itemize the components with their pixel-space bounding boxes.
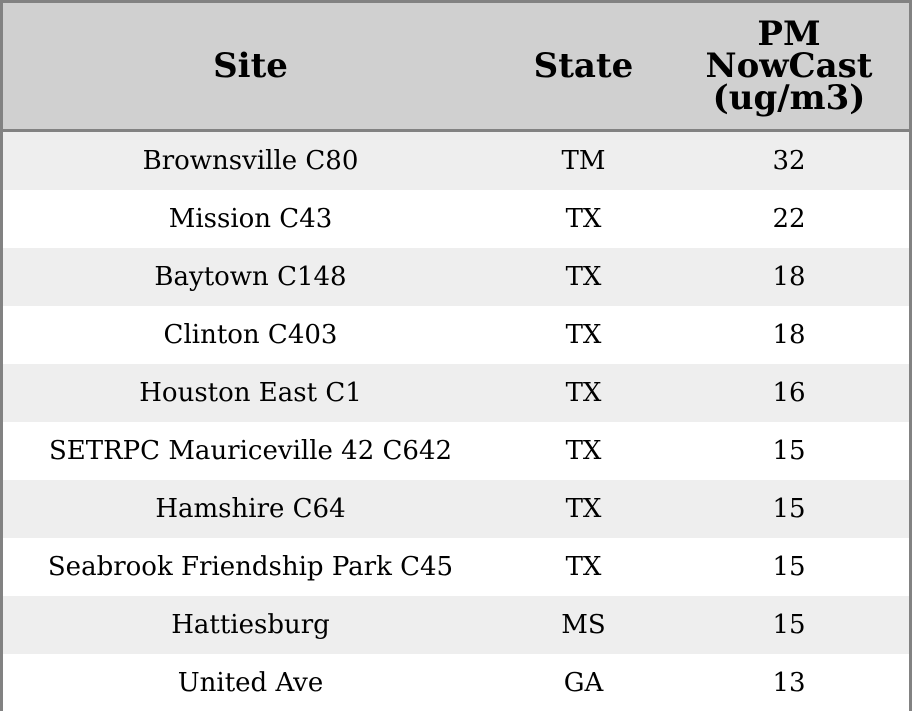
cell-pm-value: 13 [669,654,909,712]
cell-state: TX [498,538,669,596]
cell-site: United Ave [3,654,498,712]
cell-site: Baytown C148 [3,248,498,306]
cell-state: TX [498,422,669,480]
cell-state: TX [498,306,669,364]
cell-state: TX [498,480,669,538]
cell-site: Hamshire C64 [3,480,498,538]
cell-state: TX [498,248,669,306]
header-row: Site State PM NowCast (ug/m3) [3,3,909,131]
cell-state: GA [498,654,669,712]
header-state-line: State [498,50,669,82]
cell-state: TX [498,364,669,422]
cell-site: Mission C43 [3,190,498,248]
cell-pm-value: 32 [669,131,909,191]
cell-site: Brownsville C80 [3,131,498,191]
cell-pm-value: 15 [669,538,909,596]
cell-pm-value: 15 [669,480,909,538]
cell-pm-value: 16 [669,364,909,422]
cell-site: SETRPC Mauriceville 42 C642 [3,422,498,480]
cell-pm-value: 18 [669,248,909,306]
cell-site: Houston East C1 [3,364,498,422]
cell-pm-value: 15 [669,596,909,654]
header-site: Site [3,3,498,131]
header-pm-line-3: (ug/m3) [669,82,909,114]
header-state: State [498,3,669,131]
cell-site: Hattiesburg [3,596,498,654]
cell-site: Seabrook Friendship Park C45 [3,538,498,596]
cell-pm-value: 22 [669,190,909,248]
cell-pm-value: 18 [669,306,909,364]
cell-pm-value: 15 [669,422,909,480]
cell-state: TM [498,131,669,191]
cell-state: MS [498,596,669,654]
pm-nowcast-table: Site State PM NowCast (ug/m3) Brownsvill… [3,3,909,712]
cell-site: Clinton C403 [3,306,498,364]
header-site-line: Site [3,50,498,82]
header-pm-nowcast: PM NowCast (ug/m3) [669,3,909,131]
cell-state: TX [498,190,669,248]
